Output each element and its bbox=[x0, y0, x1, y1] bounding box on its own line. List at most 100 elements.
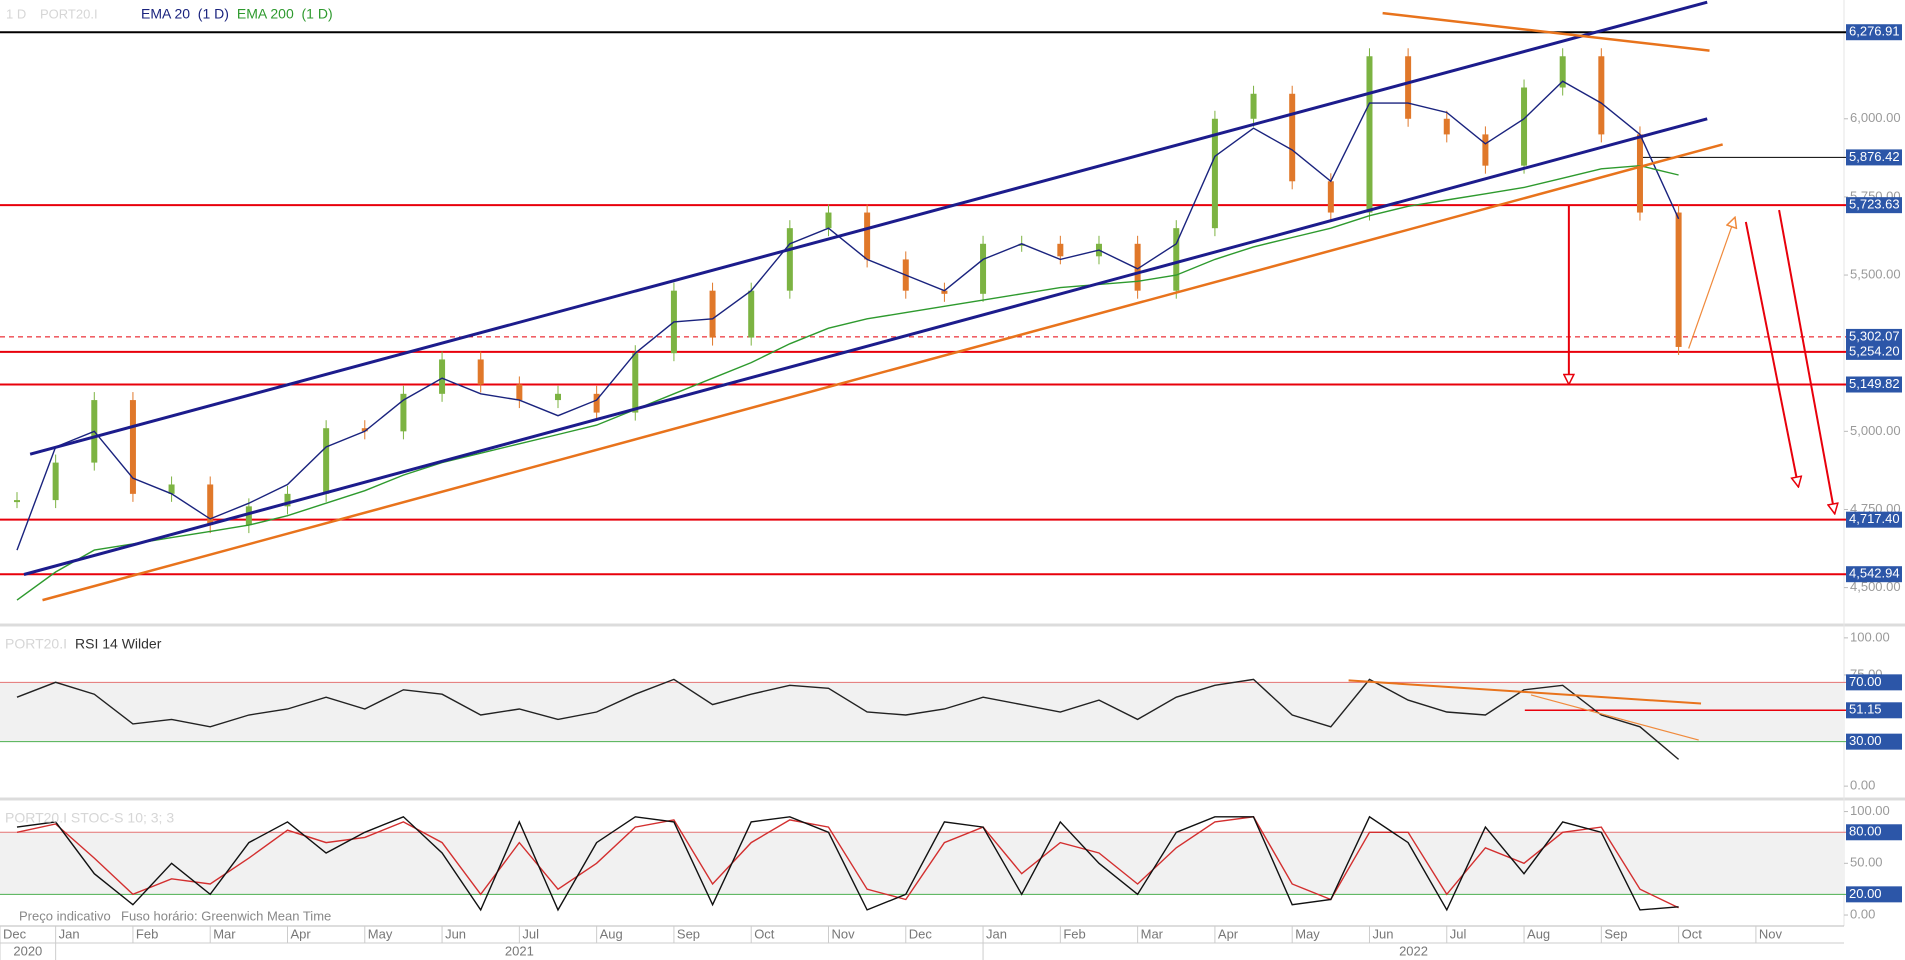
x-tick-label: Apr bbox=[1218, 926, 1239, 941]
trendline bbox=[23, 117, 1708, 576]
legend-entry: EMA 20 (1 D) bbox=[141, 6, 229, 22]
candle bbox=[1366, 56, 1373, 213]
chart-title: PORT20.I STOC-S 10; 3; 3 bbox=[5, 810, 174, 826]
level-label: 5,723.63 bbox=[1849, 197, 1900, 212]
trendline bbox=[29, 0, 1708, 456]
x-tick-label: Apr bbox=[290, 926, 311, 941]
candle bbox=[1482, 134, 1489, 166]
x-tick-label: Sep bbox=[1604, 926, 1627, 941]
level-label-box bbox=[1846, 824, 1902, 841]
candle bbox=[477, 359, 484, 385]
candle bbox=[1675, 212, 1682, 347]
chart-title: RSI 14 Wilder bbox=[75, 636, 162, 652]
level-label-box bbox=[1846, 511, 1902, 528]
candle bbox=[1211, 118, 1218, 229]
candle bbox=[284, 493, 291, 507]
footer-note: Preço indicativo bbox=[19, 908, 111, 923]
level-label: 5,149.82 bbox=[1849, 376, 1900, 391]
candle bbox=[1559, 56, 1566, 88]
x-tick-label: Jan bbox=[59, 926, 80, 941]
x-tick-label: Mar bbox=[213, 926, 236, 941]
candle bbox=[786, 228, 793, 291]
y-tick-label: 100.00 bbox=[1850, 629, 1890, 644]
y-tick-label: 5,000.00 bbox=[1850, 423, 1901, 438]
level-label-box bbox=[1846, 149, 1902, 166]
symbol: PORT20.I bbox=[40, 6, 98, 21]
level-label: 6,276.91 bbox=[1849, 24, 1900, 39]
level-label-box bbox=[1846, 886, 1902, 903]
candle bbox=[825, 212, 832, 229]
level-label: 30.00 bbox=[1849, 733, 1882, 748]
candle bbox=[1173, 228, 1180, 291]
level-label-box bbox=[1846, 566, 1902, 583]
y-tick-label: 0.00 bbox=[1850, 906, 1875, 921]
candle bbox=[1443, 118, 1450, 135]
candle bbox=[1057, 243, 1064, 257]
level-label-box bbox=[1846, 702, 1902, 719]
candle bbox=[129, 400, 136, 494]
x-tick-label: Jun bbox=[445, 926, 466, 941]
candle bbox=[1636, 134, 1643, 213]
level-label: 70.00 bbox=[1849, 674, 1882, 689]
candle bbox=[593, 393, 600, 413]
candle bbox=[361, 428, 368, 432]
y-tick-label: 6,000.00 bbox=[1850, 110, 1901, 125]
candle bbox=[632, 353, 639, 413]
candle bbox=[245, 506, 252, 526]
level-label: 80.00 bbox=[1849, 824, 1882, 839]
x-tick-label: Dec bbox=[909, 926, 933, 941]
level-label: 51.15 bbox=[1849, 702, 1882, 717]
candle bbox=[941, 290, 948, 294]
level-label-box bbox=[1846, 376, 1902, 393]
x-tick-label: Oct bbox=[754, 926, 775, 941]
x-tick-label: Jul bbox=[1450, 926, 1467, 941]
candle bbox=[554, 393, 561, 401]
candle bbox=[52, 462, 59, 501]
y-tick-label: 5,500.00 bbox=[1850, 266, 1901, 281]
x-tick-label: Jan bbox=[986, 926, 1007, 941]
y-tick-label: 0.00 bbox=[1850, 778, 1875, 793]
candle bbox=[1327, 181, 1334, 213]
x-tick-label: May bbox=[368, 926, 393, 941]
candle bbox=[709, 290, 716, 338]
candle bbox=[1521, 87, 1528, 166]
arrow bbox=[1778, 209, 1835, 514]
level-label: 5,876.42 bbox=[1849, 149, 1900, 164]
x-tick-label: Feb bbox=[1063, 926, 1085, 941]
x-tick-label: Oct bbox=[1682, 926, 1703, 941]
candle bbox=[207, 484, 214, 526]
trendline bbox=[42, 143, 1723, 602]
candle bbox=[14, 500, 21, 503]
footer-timezone: Fuso horário: Greenwich Mean Time bbox=[121, 908, 331, 923]
candle bbox=[439, 359, 446, 394]
level-label-box bbox=[1846, 328, 1902, 345]
x-tick-label: Feb bbox=[136, 926, 158, 941]
series-line bbox=[16, 815, 1679, 912]
year-label: 2020 bbox=[13, 943, 42, 958]
candle bbox=[516, 384, 523, 401]
x-tick-label: Jun bbox=[1372, 926, 1393, 941]
candle bbox=[1405, 56, 1412, 119]
candle bbox=[323, 428, 330, 494]
candle bbox=[1289, 93, 1296, 182]
candle bbox=[1134, 243, 1141, 291]
level-label-box bbox=[1846, 343, 1902, 360]
candle bbox=[980, 243, 987, 294]
level-label: 5,302.07 bbox=[1849, 328, 1900, 343]
level-label-box bbox=[1846, 674, 1902, 691]
x-tick-label: May bbox=[1295, 926, 1320, 941]
x-tick-label: Jul bbox=[522, 926, 539, 941]
level-label: 20.00 bbox=[1849, 886, 1882, 901]
candle bbox=[748, 290, 755, 338]
candle bbox=[1018, 243, 1025, 246]
x-tick-label: Dec bbox=[3, 926, 27, 941]
legend-entry: EMA 200 (1 D) bbox=[237, 6, 333, 22]
level-label: 4,717.40 bbox=[1849, 511, 1900, 526]
level-label-box bbox=[1846, 24, 1902, 41]
x-tick-label: Aug bbox=[600, 926, 623, 941]
arrow bbox=[1688, 217, 1735, 349]
series-line bbox=[16, 80, 1680, 551]
year-label: 2021 bbox=[505, 943, 534, 958]
symbol: PORT20.I bbox=[5, 636, 67, 652]
candle bbox=[168, 484, 175, 494]
